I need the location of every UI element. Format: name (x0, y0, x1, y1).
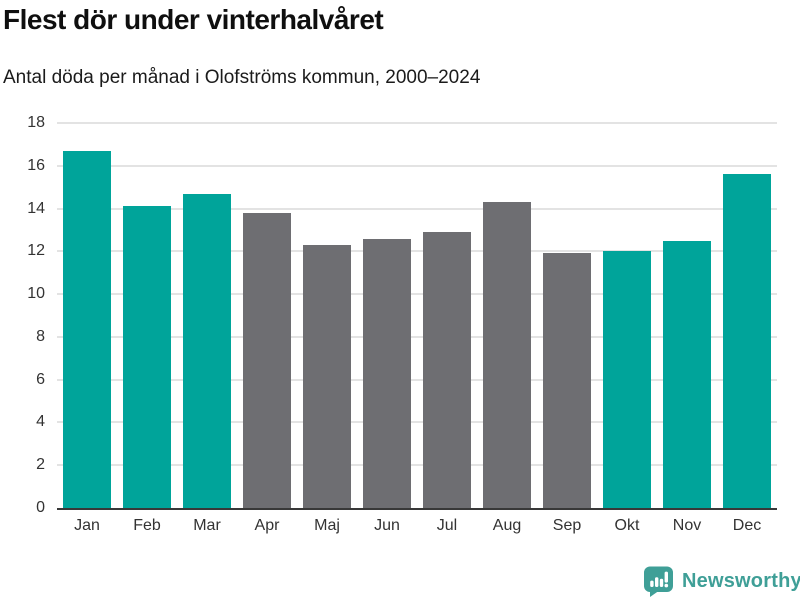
x-axis-label-okt: Okt (614, 517, 640, 534)
y-axis-label: 16 (27, 156, 45, 174)
x-axis-label-nov: Nov (672, 517, 702, 534)
x-axis-label-jul: Jul (436, 517, 458, 534)
y-axis-label: 10 (27, 285, 45, 303)
bar-jun (363, 238, 411, 508)
bar-chart-speech-bubble-icon (644, 566, 673, 597)
y-axis-label: 6 (36, 370, 45, 388)
x-axis-label-feb: Feb (133, 517, 161, 534)
x-axis-label-apr: Apr (254, 517, 280, 534)
bar-jul (423, 232, 471, 508)
x-axis-label-jun: Jun (374, 517, 400, 534)
gridline-y14 (57, 207, 777, 210)
bar-maj (303, 244, 351, 508)
x-axis: Jan Feb Mar Apr Maj Jun Jul Aug Sep Okt Nov Dec (57, 517, 777, 541)
y-axis-label: 14 (27, 199, 45, 217)
gridline-y8 (57, 335, 777, 338)
y-axis: 0 2 4 6 8 10 12 14 16 18 (0, 114, 46, 516)
y-axis-label: 18 (27, 114, 45, 131)
gridline-y6 (57, 378, 777, 381)
gridline-y16 (57, 164, 777, 167)
chart-subtitle: Antal döda per månad i Olofströms kommun… (3, 67, 481, 88)
bar-apr (243, 212, 291, 508)
y-axis-label: 0 (36, 499, 45, 516)
plot-area (57, 122, 777, 510)
x-axis-label-aug: Aug (492, 517, 522, 534)
x-axis-label-jan: Jan (74, 517, 100, 534)
bar-aug (483, 202, 531, 508)
y-axis-label: 2 (36, 456, 45, 474)
y-axis-label: 8 (36, 327, 45, 345)
x-axis-label-maj: Maj (314, 517, 340, 534)
newsworthy-logo: Newsworthy (643, 565, 800, 598)
gridline-y2 (57, 464, 777, 467)
gridline-y4 (57, 421, 777, 424)
bar-sep (543, 253, 591, 508)
gridline-y10 (57, 293, 777, 296)
gridline-y18 (57, 122, 777, 124)
bar-nov (663, 240, 711, 508)
gridline-y12 (57, 250, 777, 253)
x-axis-label-sep: Sep (552, 517, 582, 534)
bar-jan (63, 150, 111, 508)
bar-dec (723, 174, 771, 508)
newsworthy-wordmark: Newsworthy (682, 570, 800, 592)
bar-mar (183, 193, 231, 508)
bar-okt (603, 251, 651, 508)
x-axis-label-mar: Mar (193, 517, 221, 534)
y-axis-label: 12 (27, 242, 45, 260)
y-axis-label: 4 (36, 413, 45, 431)
x-axis-label-dec: Dec (732, 517, 762, 534)
chart-title: Flest dör under vinterhalvåret (3, 4, 384, 35)
bar-feb (123, 206, 171, 508)
